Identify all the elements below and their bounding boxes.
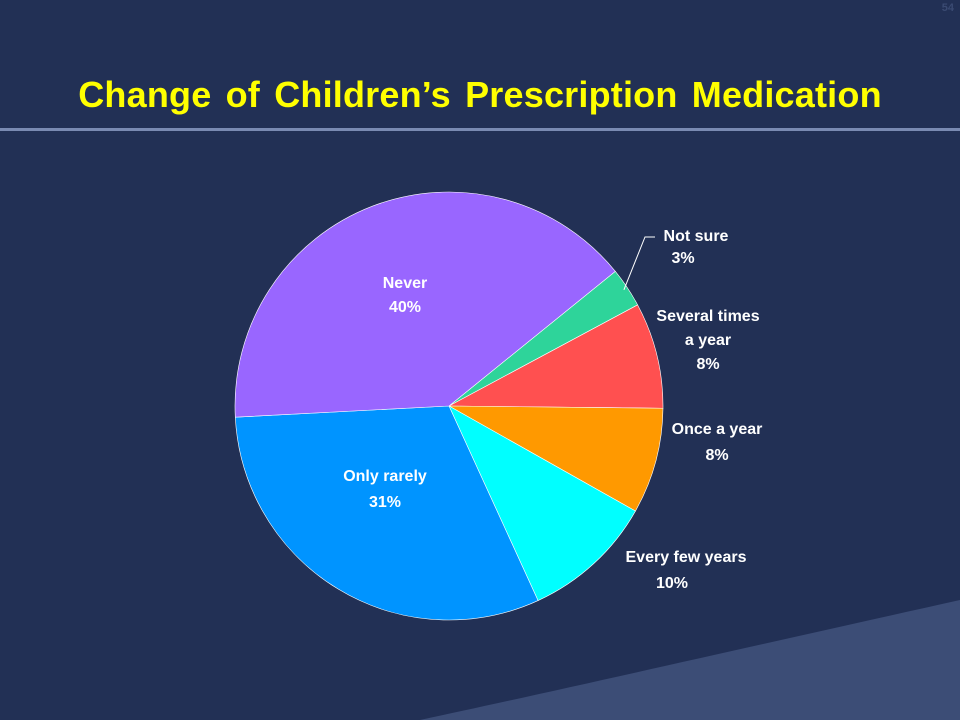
pie-leader-lines bbox=[623, 236, 655, 290]
pie-category-label: Only rarely bbox=[343, 468, 427, 485]
title-rule bbox=[0, 128, 960, 131]
pie-value-label: 40% bbox=[389, 299, 421, 316]
pie-slice-once-a-year bbox=[448, 405, 664, 512]
pie-category-label: Every few years bbox=[626, 549, 747, 566]
pie-value-label: 8% bbox=[705, 447, 728, 464]
pie-value-label: 8% bbox=[696, 356, 719, 373]
page-title: Change of Children’s Prescription Medica… bbox=[78, 74, 882, 115]
pie-slice-several-times-a-year bbox=[448, 304, 664, 409]
leader-line-not-sure bbox=[623, 236, 655, 290]
pie-label-several-times-a-year: Several times a year 8% bbox=[656, 308, 759, 373]
pie-slice-never bbox=[234, 191, 616, 418]
pie-label-every-few-years: Every few years 10% bbox=[626, 549, 747, 592]
pie-slices bbox=[234, 191, 664, 621]
pie-category-label: Never bbox=[383, 275, 427, 292]
pie-label-only-rarely: Only rarely 31% bbox=[343, 468, 427, 511]
bottom-swoosh bbox=[420, 600, 960, 720]
pie-slice-every-few-years bbox=[448, 405, 636, 601]
pie-label-once-a-year: Once a year 8% bbox=[672, 421, 763, 464]
pie-value-label: 31% bbox=[369, 494, 401, 511]
pie-category-label: Several times bbox=[656, 308, 759, 325]
pie-label-not-sure: Not sure 3% bbox=[664, 228, 729, 267]
pie-category-label: a year bbox=[685, 332, 731, 349]
pie-labels: Not sure 3%Several times a year 8%Once a ye… bbox=[343, 228, 762, 592]
pie-label-never: Never 40% bbox=[383, 275, 427, 316]
pie-slice-only-rarely bbox=[234, 405, 539, 621]
pie-category-label: Once a year bbox=[672, 421, 763, 438]
page-number: 54 bbox=[941, 2, 954, 14]
pie-value-label: 3% bbox=[671, 250, 694, 267]
pie-value-label: 10% bbox=[656, 575, 688, 592]
pie-category-label: Not sure bbox=[664, 228, 729, 245]
